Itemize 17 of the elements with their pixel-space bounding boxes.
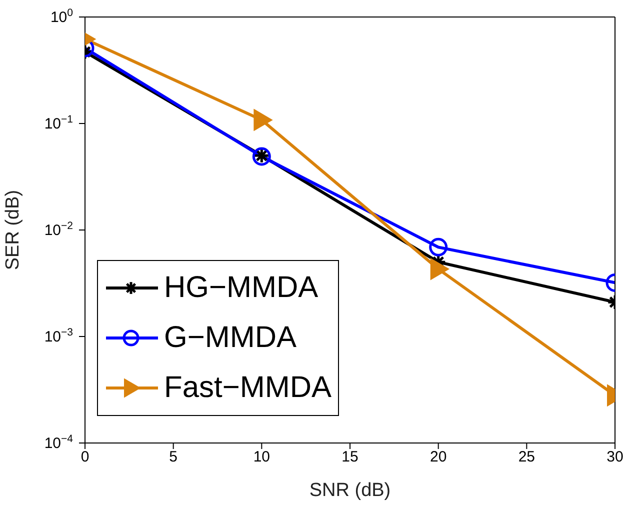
x-tick-label: 0 (80, 448, 90, 466)
x-tick-label: 15 (342, 448, 358, 466)
x-tick-label: 10 (253, 448, 270, 466)
y-tick-label: 10$^{−3}$ (44, 326, 74, 346)
x-tick-label: 20 (430, 448, 447, 466)
x-tick-label: 25 (518, 448, 536, 466)
y-tick-label: 10$^{0}$ (50, 7, 74, 26)
y-tick-label: 10$^{−4}$ (44, 433, 74, 452)
legend-label: Fast−MMDA (164, 371, 332, 405)
x-axis-title: SNR (dB) (309, 480, 391, 501)
legend-label: HG−MMDA (164, 271, 318, 305)
x-tick-label: 5 (169, 448, 178, 466)
y-tick-label: 10$^{−2}$ (44, 220, 74, 239)
x-tick-label: 30 (606, 448, 623, 466)
legend-label: G−MMDA (164, 321, 297, 355)
y-tick-label: 10$^{−1}$ (44, 114, 74, 132)
y-axis-title: SER (dB) (2, 190, 24, 270)
